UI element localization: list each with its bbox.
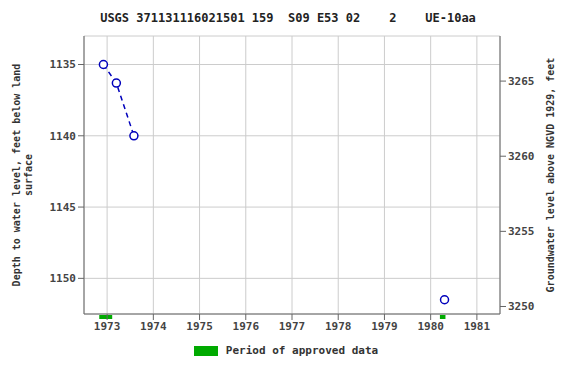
svg-text:1974: 1974 bbox=[140, 320, 167, 333]
html-text:USGS 371131116021501 159 S09 E: USGS 371131116021501 159 S09 E53 02 2 UE… bbox=[100, 11, 476, 25]
svg-text:3260: 3260 bbox=[508, 150, 535, 163]
svg-text:1150: 1150 bbox=[50, 272, 77, 285]
svg-text:3250: 3250 bbox=[508, 300, 535, 313]
svg-text:Groundwater level above NGVD 1: Groundwater level above NGVD 1929, feet bbox=[545, 58, 556, 293]
svg-text:Depth to water level, feet bel: Depth to water level, feet below landsur… bbox=[11, 64, 34, 287]
svg-text:1140: 1140 bbox=[50, 130, 77, 143]
svg-text:3265: 3265 bbox=[508, 75, 535, 88]
svg-text:1980: 1980 bbox=[417, 320, 444, 333]
html-text:Period of approved data: Period of approved data bbox=[225, 344, 379, 357]
svg-text:1981: 1981 bbox=[464, 320, 491, 333]
svg-text:1976: 1976 bbox=[233, 320, 260, 333]
svg-text:1979: 1979 bbox=[371, 320, 398, 333]
svg-text:3255: 3255 bbox=[508, 225, 535, 238]
svg-text:1977: 1977 bbox=[279, 320, 306, 333]
svg-text:1135: 1135 bbox=[50, 58, 77, 71]
svg-text:1145: 1145 bbox=[50, 201, 77, 214]
svg-text:1978: 1978 bbox=[325, 320, 352, 333]
svg-text:1973: 1973 bbox=[94, 320, 121, 333]
svg-text:1975: 1975 bbox=[186, 320, 213, 333]
